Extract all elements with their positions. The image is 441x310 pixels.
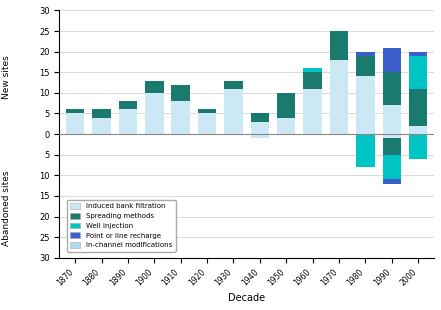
Text: Abandoned sites: Abandoned sites — [2, 170, 11, 246]
Bar — [330, 31, 348, 60]
Bar — [119, 101, 137, 109]
Bar — [356, 56, 375, 76]
Bar — [330, 60, 348, 134]
X-axis label: Decade: Decade — [228, 293, 265, 303]
Bar — [92, 109, 111, 117]
Bar — [172, 101, 190, 134]
Bar — [145, 93, 164, 134]
Text: New sites: New sites — [2, 55, 11, 99]
Bar — [409, 134, 427, 159]
Bar — [383, 179, 401, 184]
Bar — [198, 113, 217, 134]
Bar — [198, 109, 217, 113]
Bar — [383, 72, 401, 105]
Bar — [145, 81, 164, 93]
Bar — [66, 109, 84, 113]
Bar — [224, 89, 243, 134]
Bar — [250, 113, 269, 122]
Bar — [383, 47, 401, 72]
Bar — [224, 81, 243, 89]
Bar — [303, 72, 322, 89]
Bar — [277, 117, 295, 134]
Bar — [119, 109, 137, 134]
Bar — [383, 138, 401, 155]
Bar — [303, 68, 322, 72]
Bar — [92, 117, 111, 134]
Bar — [277, 93, 295, 117]
Bar — [409, 89, 427, 126]
Bar — [356, 76, 375, 134]
Bar — [383, 155, 401, 179]
Legend: Induced bank filtration, Spreading methods, Well injection, Point or line rechar: Induced bank filtration, Spreading metho… — [67, 200, 176, 252]
Bar — [356, 52, 375, 56]
Bar — [250, 134, 269, 138]
Bar — [172, 85, 190, 101]
Bar — [356, 134, 375, 167]
Bar — [66, 113, 84, 134]
Bar — [383, 105, 401, 134]
Bar — [303, 89, 322, 134]
Bar — [409, 52, 427, 56]
Bar — [383, 134, 401, 138]
Bar — [409, 56, 427, 89]
Bar — [409, 126, 427, 134]
Bar — [250, 122, 269, 134]
